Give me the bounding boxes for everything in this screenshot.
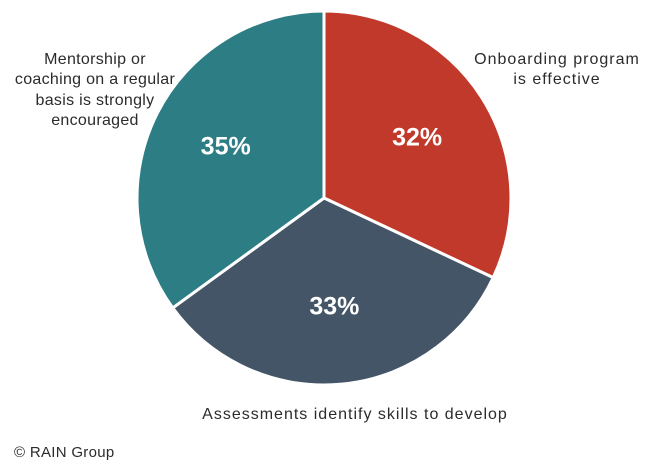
svg-text:33%: 33% [309, 292, 359, 320]
svg-text:35%: 35% [201, 133, 251, 161]
svg-text:32%: 32% [392, 123, 442, 151]
